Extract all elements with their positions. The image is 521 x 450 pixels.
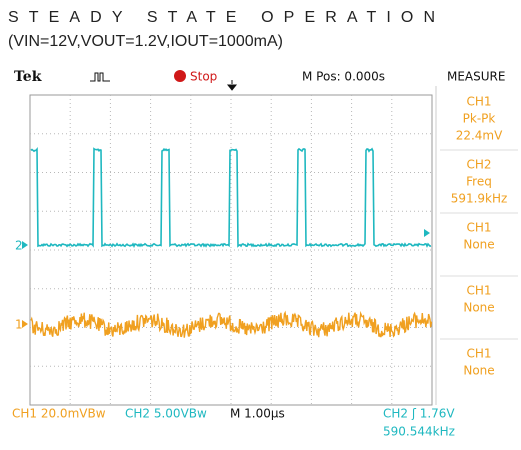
run-state: Stop	[190, 70, 217, 84]
ch2-trace	[30, 147, 432, 248]
ch1-trace	[30, 310, 433, 338]
stop-indicator	[174, 70, 186, 82]
measure-panel: CH1 Pk-Pk 22.4mV CH2 Freq 591.9kHz CH1 None CH1 N…	[435, 86, 518, 405]
oscilloscope-screen: Tek Stop M Pos: 0.000s MEASURE CH1 Pk-Pk 2…	[8, 66, 521, 450]
trigger-position	[226, 80, 238, 91]
measure-source: CH1	[466, 95, 491, 109]
caption-line: STEADY STATE OPERATION	[8, 9, 435, 26]
brand: Tek	[14, 69, 42, 85]
timebase: M 1.00µs	[230, 407, 285, 421]
position: M Pos: 0.000s	[302, 70, 385, 84]
measure-kind: None	[463, 238, 494, 252]
trigger-frequency: 590.544kHz	[383, 425, 455, 439]
measure-kind: None	[463, 301, 494, 315]
measure-kind: Pk-Pk	[463, 112, 496, 126]
measure-reading: 591.9kHz	[451, 192, 508, 206]
measure-kind: Freq	[466, 175, 492, 189]
measure-source: CH1	[466, 347, 491, 361]
measure-reading: 22.4mV	[456, 129, 503, 143]
channel-arrow	[22, 241, 28, 249]
channel-marker: 2	[15, 239, 23, 253]
measure-source: CH1	[466, 221, 491, 235]
measure-source: CH1	[466, 284, 491, 298]
channel-marker: 1	[15, 318, 23, 332]
caption-line: (VIN=12V,VOUT=1.2V,IOUT=1000mA)	[8, 33, 283, 50]
ch1-scale: CH1 20.0mVBw	[12, 407, 106, 421]
measure-source: CH2	[466, 158, 491, 172]
acquire-icon	[90, 72, 110, 82]
screen-background	[8, 66, 521, 450]
channel-arrow	[22, 320, 28, 328]
menu-title: MEASURE	[447, 70, 505, 84]
trigger-level	[424, 229, 430, 237]
ch2-scale: CH2 5.00VBw	[125, 407, 207, 421]
trigger-setting: CH2 ʃ 1.76V	[383, 407, 455, 421]
measure-kind: None	[463, 364, 494, 378]
